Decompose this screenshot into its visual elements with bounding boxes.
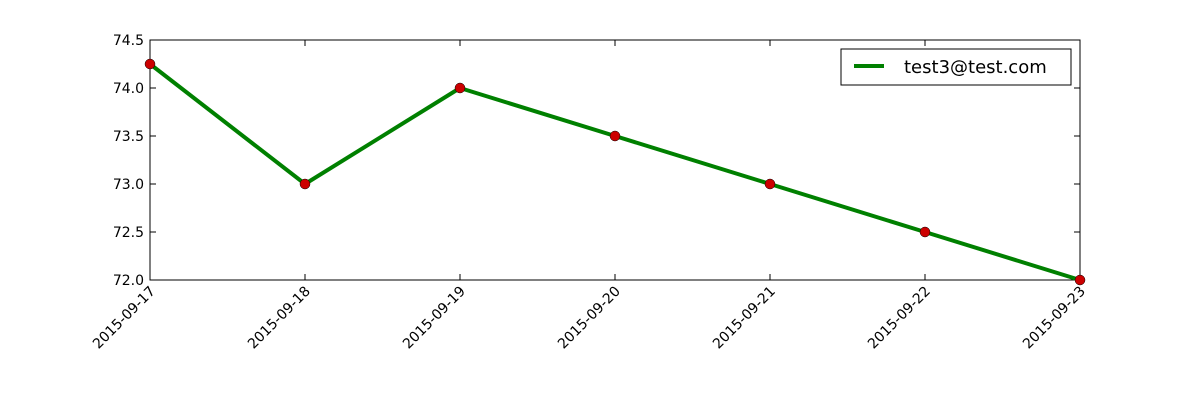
y-tick-label: 74.5 <box>113 33 144 49</box>
x-tick-label: 2015-09-21 <box>710 284 779 353</box>
x-tick-label: 2015-09-18 <box>245 284 314 353</box>
series-layer <box>144 58 1086 286</box>
data-point <box>764 178 776 190</box>
series-line <box>148 62 1081 282</box>
y-tick-label: 73.5 <box>113 129 144 145</box>
y-axis: 72.0 72.5 73.0 73.5 74.0 74.5 <box>113 33 1080 289</box>
data-point <box>144 58 156 70</box>
data-point <box>454 82 466 94</box>
data-point <box>919 226 931 238</box>
x-tick-label: 2015-09-20 <box>555 284 624 353</box>
y-tick-label: 74.0 <box>113 81 144 97</box>
y-tick-label: 72.5 <box>113 225 144 241</box>
legend-label: test3@test.com <box>904 57 1047 78</box>
legend: test3@test.com <box>840 48 1072 86</box>
y-tick-label: 73.0 <box>113 177 144 193</box>
data-point <box>609 130 621 142</box>
x-tick-label: 2015-09-17 <box>90 284 159 353</box>
x-tick-label: 2015-09-23 <box>1020 284 1089 353</box>
data-point <box>1074 274 1086 286</box>
x-tick-label: 2015-09-19 <box>400 284 469 353</box>
data-point <box>299 178 311 190</box>
x-tick-label: 2015-09-22 <box>865 284 934 353</box>
y-tick-label: 72.0 <box>113 273 144 289</box>
x-axis: 2015-09-17 2015-09-18 2015-09-19 2015-09-20… <box>90 40 1089 352</box>
